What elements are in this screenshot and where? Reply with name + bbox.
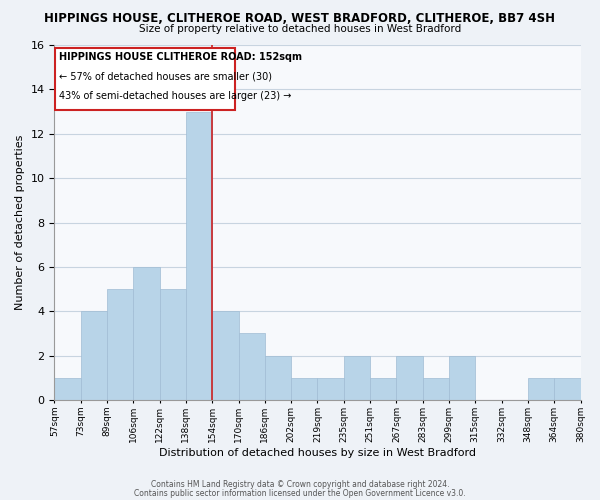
Bar <box>554 378 581 400</box>
Bar <box>317 378 344 400</box>
X-axis label: Distribution of detached houses by size in West Bradford: Distribution of detached houses by size … <box>159 448 476 458</box>
Bar <box>344 356 370 400</box>
Text: ← 57% of detached houses are smaller (30): ← 57% of detached houses are smaller (30… <box>59 72 272 82</box>
Bar <box>186 112 212 400</box>
Bar <box>239 334 265 400</box>
Bar <box>528 378 554 400</box>
Bar <box>81 312 107 400</box>
Bar <box>107 289 133 400</box>
Bar <box>55 378 81 400</box>
Bar <box>449 356 475 400</box>
Text: Contains HM Land Registry data © Crown copyright and database right 2024.: Contains HM Land Registry data © Crown c… <box>151 480 449 489</box>
Text: HIPPINGS HOUSE, CLITHEROE ROAD, WEST BRADFORD, CLITHEROE, BB7 4SH: HIPPINGS HOUSE, CLITHEROE ROAD, WEST BRA… <box>44 12 556 26</box>
Text: Contains public sector information licensed under the Open Government Licence v3: Contains public sector information licen… <box>134 488 466 498</box>
Bar <box>133 267 160 400</box>
FancyBboxPatch shape <box>55 48 235 110</box>
Bar <box>397 356 422 400</box>
Bar <box>422 378 449 400</box>
Text: Size of property relative to detached houses in West Bradford: Size of property relative to detached ho… <box>139 24 461 34</box>
Bar <box>291 378 317 400</box>
Bar <box>370 378 397 400</box>
Bar <box>160 289 186 400</box>
Bar <box>212 312 239 400</box>
Text: 43% of semi-detached houses are larger (23) →: 43% of semi-detached houses are larger (… <box>59 91 291 101</box>
Text: HIPPINGS HOUSE CLITHEROE ROAD: 152sqm: HIPPINGS HOUSE CLITHEROE ROAD: 152sqm <box>59 52 302 62</box>
Bar <box>265 356 291 400</box>
Y-axis label: Number of detached properties: Number of detached properties <box>15 135 25 310</box>
